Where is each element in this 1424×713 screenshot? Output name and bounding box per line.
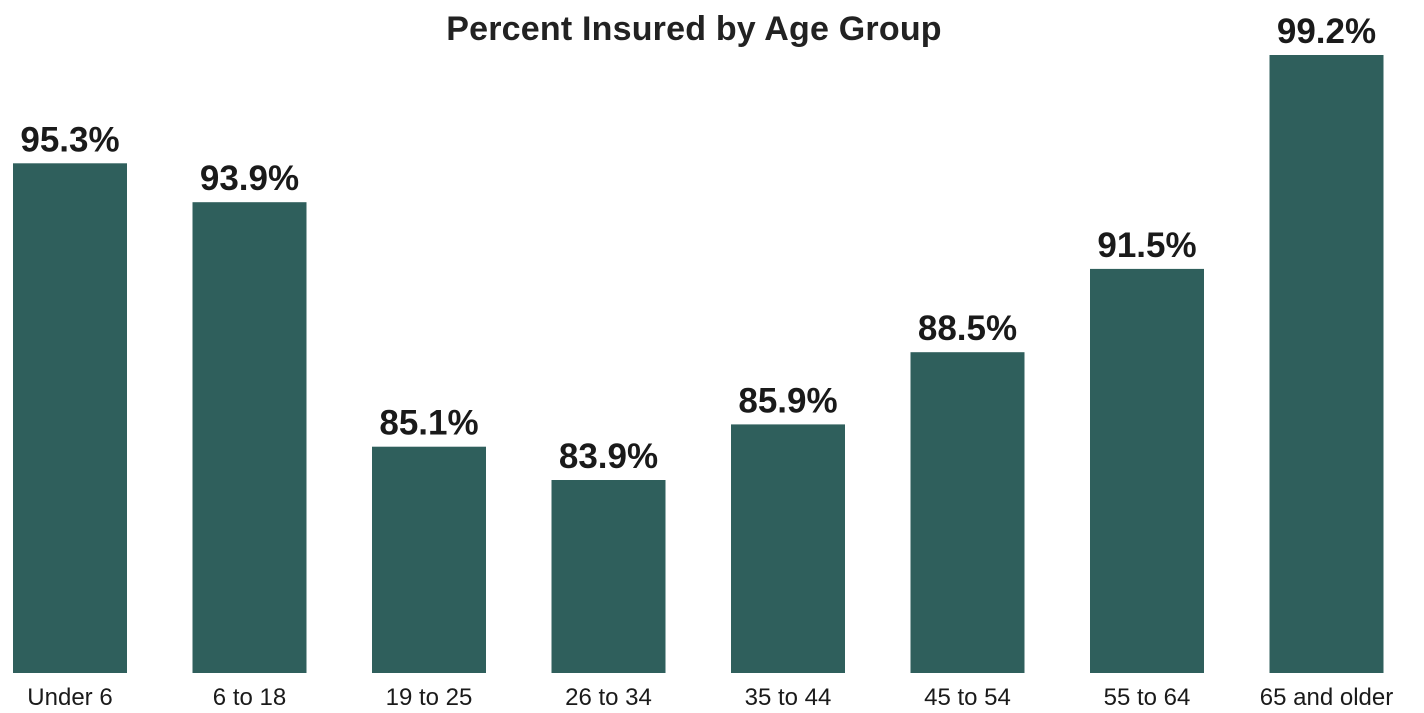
value-label-2: 85.1% bbox=[379, 404, 478, 443]
category-label-4: 35 to 44 bbox=[745, 684, 832, 711]
value-label-1: 93.9% bbox=[200, 159, 299, 198]
bar-3 bbox=[551, 480, 666, 673]
value-label-7: 99.2% bbox=[1277, 12, 1376, 51]
bar-1 bbox=[192, 202, 307, 673]
bar-4 bbox=[731, 424, 845, 673]
category-label-7: 65 and older bbox=[1260, 684, 1393, 711]
bar-5 bbox=[910, 352, 1025, 673]
value-label-4: 85.9% bbox=[738, 381, 837, 420]
bar-6 bbox=[1090, 268, 1204, 673]
category-label-6: 55 to 64 bbox=[1104, 684, 1191, 711]
value-label-5: 88.5% bbox=[918, 309, 1017, 348]
value-label-3: 83.9% bbox=[559, 437, 658, 476]
bar-7 bbox=[1269, 55, 1384, 673]
category-label-3: 26 to 34 bbox=[565, 684, 652, 711]
category-label-2: 19 to 25 bbox=[386, 684, 473, 711]
category-label-0: Under 6 bbox=[27, 684, 112, 711]
bar-0 bbox=[13, 163, 127, 674]
value-label-6: 91.5% bbox=[1097, 226, 1196, 265]
chart-title: Percent Insured by Age Group bbox=[446, 10, 942, 48]
value-label-0: 95.3% bbox=[20, 120, 119, 159]
category-label-1: 6 to 18 bbox=[213, 684, 286, 711]
category-label-5: 45 to 54 bbox=[924, 684, 1011, 711]
bar-2 bbox=[372, 446, 486, 673]
